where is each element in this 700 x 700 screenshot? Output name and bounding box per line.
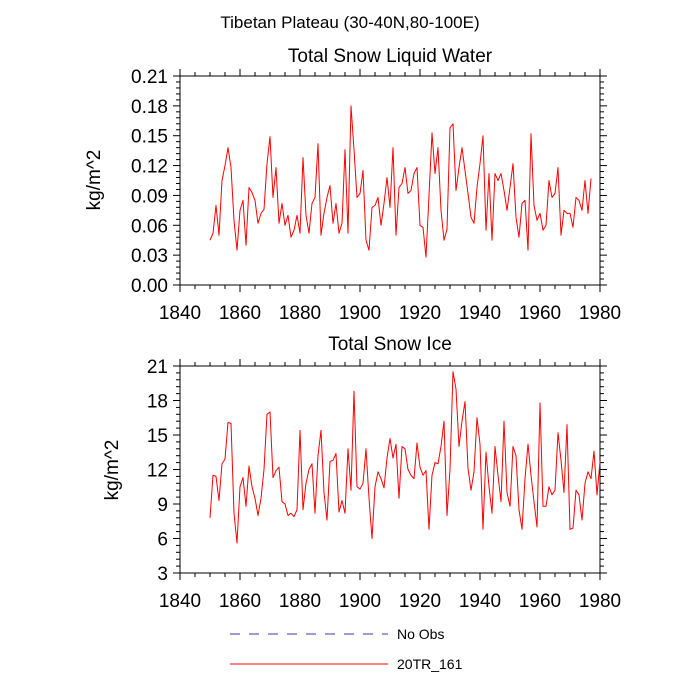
x-tick-label: 1980 [579, 591, 621, 612]
legend-label-20tr-161: 20TR_161 [397, 656, 463, 672]
plot-frame [179, 365, 601, 574]
y-ticks [173, 75, 607, 286]
x-tick-label: 1900 [339, 591, 381, 612]
y-axis-label: kg/m^2 [102, 440, 123, 501]
y-tick-labels: 3 6 9 12 15 18 21 [147, 357, 168, 585]
y-tick-label: 12 [147, 461, 168, 482]
x-tick-label: 1840 [159, 303, 201, 324]
x-tick-label: 1900 [339, 303, 381, 324]
x-tick-label: 1960 [519, 303, 561, 324]
x-tick-label: 1840 [159, 591, 201, 612]
y-tick-label: 0.03 [131, 246, 168, 267]
series-line-20tr-161 [209, 371, 601, 544]
y-tick-label: 0.12 [131, 157, 168, 178]
figure-title: Tibetan Plateau (30-40N,80-100E) [220, 13, 479, 32]
legend-label-no-obs: No Obs [397, 626, 444, 642]
x-tick-labels: 1840 1860 1880 1900 1920 1940 1960 1980 [159, 303, 621, 324]
panel-title: Total Snow Liquid Water [288, 46, 493, 67]
x-tick-labels: 1840 1860 1880 1900 1920 1940 1960 1980 [159, 591, 621, 612]
x-tick-label: 1880 [279, 591, 321, 612]
y-tick-label: 3 [157, 564, 168, 585]
x-tick-label: 1940 [459, 303, 501, 324]
y-tick-label: 18 [147, 392, 168, 413]
plot-frame [179, 75, 601, 286]
x-tick-label: 1940 [459, 591, 501, 612]
x-tick-label: 1880 [279, 303, 321, 324]
x-tick-label: 1920 [399, 591, 441, 612]
y-ticks [173, 365, 607, 574]
y-tick-label: 0.21 [131, 67, 168, 88]
x-tick-label: 1860 [219, 303, 261, 324]
y-tick-label: 0.15 [131, 127, 168, 148]
y-tick-labels: 0.00 0.03 0.06 0.09 0.12 0.15 0.18 0.21 [131, 67, 168, 297]
y-tick-label: 15 [147, 426, 168, 447]
legend: No Obs 20TR_161 [230, 626, 463, 672]
y-tick-label: 0.18 [131, 97, 168, 118]
x-tick-label: 1960 [519, 591, 561, 612]
x-ticks [179, 69, 601, 292]
series-group [209, 105, 592, 258]
x-tick-label: 1860 [219, 591, 261, 612]
x-ticks [179, 359, 601, 580]
series-line-20tr-161 [209, 105, 592, 258]
y-tick-label: 21 [147, 357, 168, 378]
x-tick-label: 1920 [399, 303, 441, 324]
y-axis-label: kg/m^2 [84, 150, 105, 211]
panel-snow-liquid-water: Total Snow Liquid Water 0.00 0.03 0.06 0.09… [84, 46, 621, 324]
y-tick-label: 0.06 [131, 216, 168, 237]
y-tick-label: 0.09 [131, 186, 168, 207]
x-tick-label: 1980 [579, 303, 621, 324]
panel-title: Total Snow Ice [328, 334, 452, 355]
series-group [209, 371, 601, 544]
y-tick-label: 9 [157, 495, 168, 516]
y-tick-label: 0.00 [131, 276, 168, 297]
y-tick-label: 6 [157, 530, 168, 551]
